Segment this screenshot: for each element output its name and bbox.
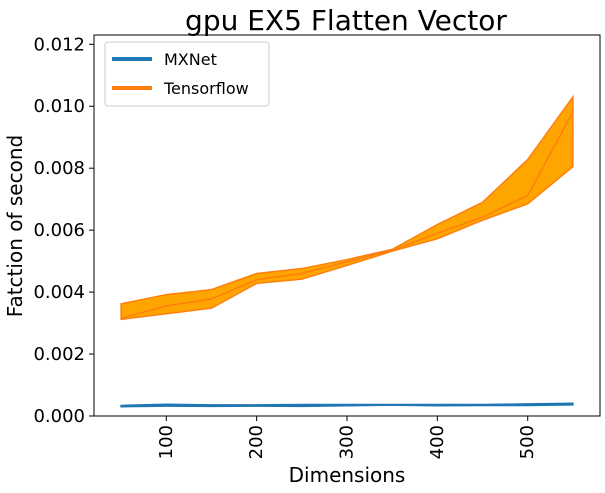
x-tick-label: 400 (427, 425, 448, 459)
legend: MXNet Tensorflow (104, 41, 270, 107)
legend-label-tensorflow: Tensorflow (163, 79, 249, 98)
band-tensorflow (120, 94, 574, 321)
line-tensorflow (120, 111, 574, 319)
x-tick-label: 100 (156, 425, 177, 459)
axis-ticks: 0.000 0.002 0.004 0.006 0.008 0.010 0.012 100 20… (33, 34, 538, 459)
x-tick-label: 500 (517, 425, 538, 459)
y-tick-label: 0.002 (33, 344, 85, 365)
y-tick-label: 0.008 (33, 158, 85, 179)
y-tick-label: 0.004 (33, 282, 85, 303)
line-mxnet (121, 403, 573, 407)
plot-area (120, 94, 574, 408)
y-tick-label: 0.012 (33, 34, 85, 55)
y-tick-label: 0.010 (33, 96, 85, 117)
x-tick-label: 200 (246, 425, 267, 459)
x-tick-label: 300 (337, 425, 358, 459)
y-tick-label: 0.000 (33, 406, 85, 427)
y-tick-label: 0.006 (33, 220, 85, 241)
chart-title: gpu EX5 Flatten Vector (185, 4, 507, 37)
x-axis-label: Dimensions (289, 463, 406, 487)
legend-label-mxnet: MXNet (164, 50, 217, 69)
y-axis-label: Fatction of second (3, 135, 27, 317)
